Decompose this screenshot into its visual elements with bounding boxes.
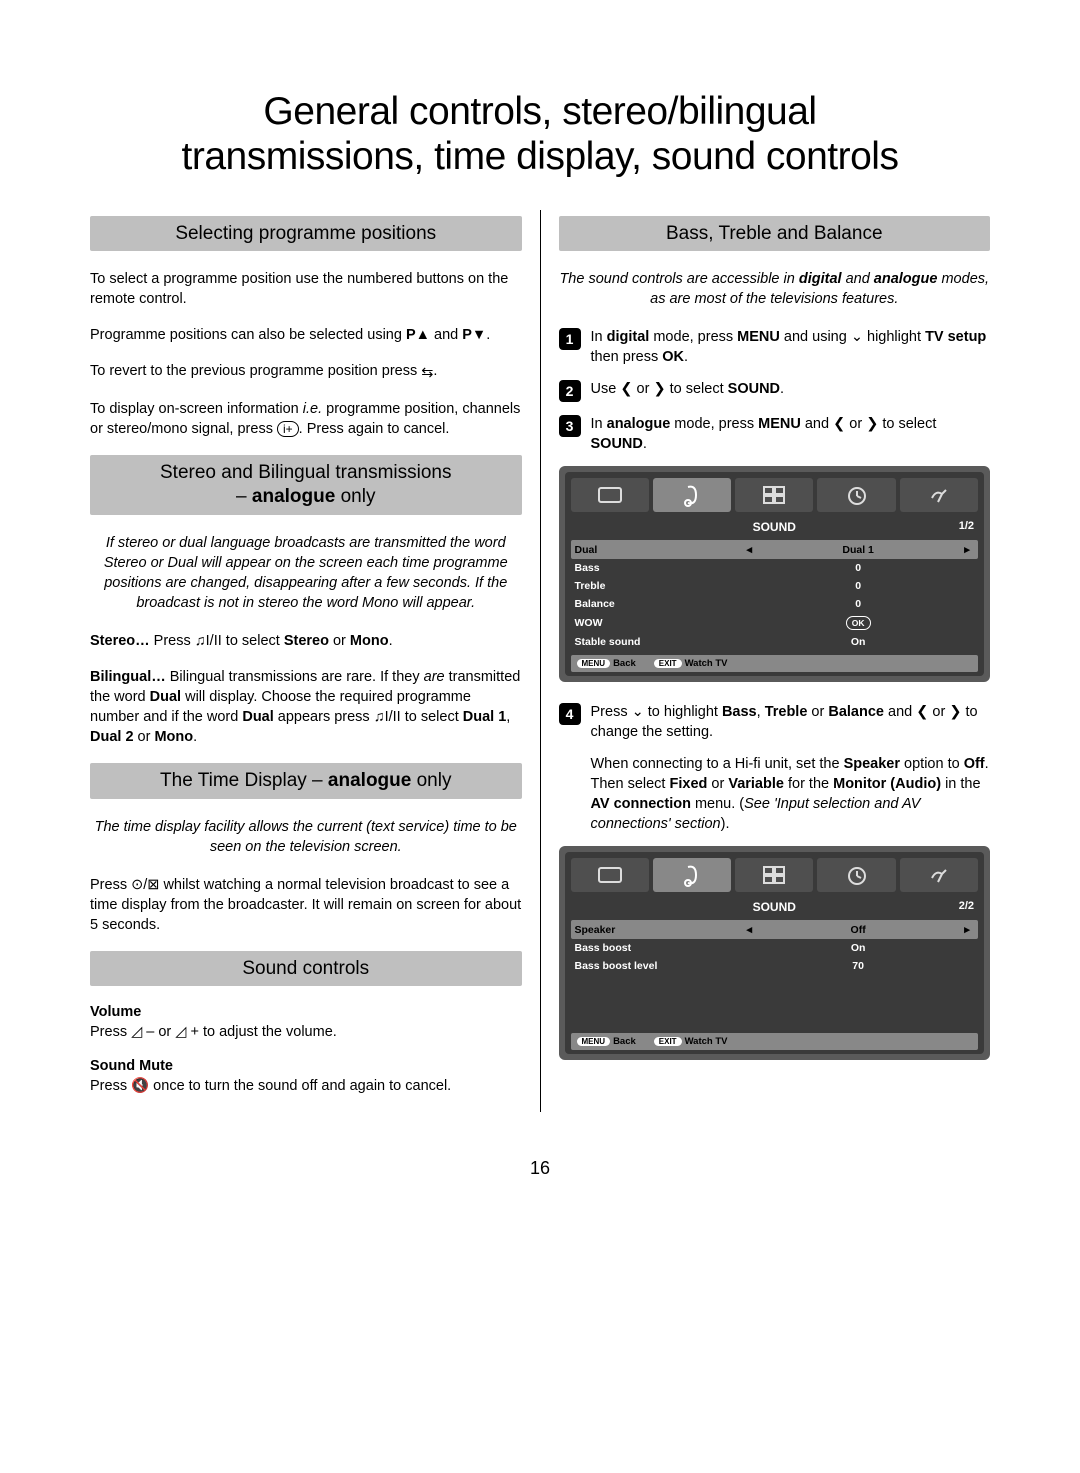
picture-tab-icon (571, 858, 649, 892)
osd-row: Speaker◂Off▸ (571, 920, 979, 939)
sound-tab-icon (653, 478, 731, 512)
vol-minus-icon: ◿ – (131, 1024, 154, 1040)
info-button-icon: i+ (277, 421, 299, 437)
exit-pill-icon: EXIT (654, 1037, 682, 1046)
teletext-clock-icon: ⊙/⊠ (131, 877, 159, 893)
osd-page-indicator: 1/2 (959, 520, 974, 532)
right-column: Bass, Treble and Balance The sound contr… (541, 210, 991, 1113)
left-arrow-icon: ❮ (620, 381, 632, 397)
osd-rows: Dual◂Dual 1▸Bass0Treble0Balance0WOWOKSta… (571, 540, 979, 651)
osd-row: WOWOK (571, 613, 979, 633)
vol-plus-icon: ◿ + (175, 1024, 199, 1040)
audio-mode-icon: ♫I/II (195, 633, 222, 649)
osd-row: Bass boostOn (571, 939, 979, 957)
stereo-intro: If stereo or dual language broadcasts ar… (90, 533, 522, 613)
osd-row: Balance0 (571, 595, 979, 613)
osd-row: Bass boost level70 (571, 957, 979, 975)
osd-title: SOUND 1/2 (571, 516, 979, 540)
step-number-icon: 2 (559, 380, 581, 402)
osd-page-indicator: 2/2 (959, 900, 974, 912)
right-arrow-icon: ❯ (949, 704, 961, 720)
two-column-layout: Selecting programme positions To select … (90, 210, 990, 1113)
selecting-p2: Programme positions can also be selected… (90, 325, 522, 345)
mute-subhead: Sound Mute (90, 1058, 522, 1074)
section-sound-controls-heading: Sound controls (90, 951, 522, 987)
step-2: 2 Use ❮ or ❯ to select SOUND. (559, 379, 991, 402)
right-arrow-icon: ❯ (866, 416, 878, 432)
manual-page: General controls, stereo/bilingual trans… (0, 0, 1080, 1219)
step-3: 3 In analogue mode, press MENU and ❮ or … (559, 414, 991, 454)
selecting-p1: To select a programme position use the n… (90, 269, 522, 309)
osd-tabs (571, 858, 979, 892)
menu-pill-icon: MENU (577, 659, 611, 668)
timer-tab-icon (817, 478, 895, 512)
mute-icon: 🔇 (131, 1078, 149, 1094)
bass-intro: The sound controls are accessible in dig… (559, 269, 991, 309)
timer-tab-icon (817, 858, 895, 892)
audio-mode-icon: ♫I/II (374, 709, 401, 725)
section-time-heading: The Time Display – analogue only (90, 763, 522, 799)
osd-row: Stable soundOn (571, 633, 979, 651)
title-line-1: General controls, stereo/bilingual (263, 90, 816, 133)
selecting-p3: To revert to the previous programme posi… (90, 361, 522, 383)
osd-row: Treble0 (571, 577, 979, 595)
left-arrow-icon: ❮ (916, 704, 928, 720)
osd-sound-menu-2: SOUND 2/2 Speaker◂Off▸Bass boostOnBass b… (559, 846, 991, 1060)
picture-tab-icon (571, 478, 649, 512)
volume-line: Press ◿ – or ◿ + to adjust the volume. (90, 1022, 522, 1042)
time-p1: Press ⊙/⊠ whilst watching a normal telev… (90, 875, 522, 935)
setup-tab-icon (900, 478, 978, 512)
step-number-icon: 4 (559, 703, 581, 725)
time-intro: The time display facility allows the cur… (90, 817, 522, 857)
osd-title: SOUND 2/2 (571, 896, 979, 920)
menu-pill-icon: MENU (577, 1037, 611, 1046)
osd-rows: Speaker◂Off▸Bass boostOnBass boost level… (571, 920, 979, 975)
osd-tabs (571, 478, 979, 512)
exit-pill-icon: EXIT (654, 659, 682, 668)
left-column: Selecting programme positions To select … (90, 210, 541, 1113)
osd-row: Dual◂Dual 1▸ (571, 540, 979, 559)
step-1: 1 In digital mode, press MENU and using … (559, 327, 991, 367)
osd-row: Bass0 (571, 559, 979, 577)
stereo-line: Stereo… Press ♫I/II to select Stereo or … (90, 631, 522, 651)
osd-footer: MENUBack EXITWatch TV (571, 655, 979, 672)
section-selecting-heading: Selecting programme positions (90, 216, 522, 252)
osd-footer: MENUBack EXITWatch TV (571, 1033, 979, 1050)
p-down-label: P▼ (462, 327, 486, 343)
volume-subhead: Volume (90, 1004, 522, 1020)
step-4: 4 Press ⌄ to highlight Bass, Treble or B… (559, 702, 991, 834)
swap-icon: ⇆ (421, 363, 433, 383)
title-line-2: transmissions, time display, sound contr… (182, 135, 899, 178)
right-arrow-icon: ❯ (653, 381, 665, 397)
down-arrow-icon: ⌄ (632, 704, 644, 720)
step-number-icon: 3 (559, 415, 581, 437)
left-arrow-icon: ❮ (833, 416, 845, 432)
feature-tab-icon (735, 478, 813, 512)
page-number: 16 (90, 1158, 990, 1179)
section-bass-heading: Bass, Treble and Balance (559, 216, 991, 252)
sound-tab-icon (653, 858, 731, 892)
feature-tab-icon (735, 858, 813, 892)
page-title: General controls, stereo/bilingual trans… (90, 90, 990, 180)
osd-sound-menu-1: SOUND 1/2 Dual◂Dual 1▸Bass0Treble0Balanc… (559, 466, 991, 682)
section-stereo-heading: Stereo and Bilingual transmissions – ana… (90, 455, 522, 515)
down-arrow-icon: ⌄ (851, 329, 863, 345)
setup-tab-icon (900, 858, 978, 892)
selecting-p4: To display on-screen information i.e. pr… (90, 399, 522, 439)
bilingual-line: Bilingual… Bilingual transmissions are r… (90, 667, 522, 747)
p-up-label: P▲ (406, 327, 430, 343)
mute-line: Press 🔇 once to turn the sound off and a… (90, 1076, 522, 1096)
step-number-icon: 1 (559, 328, 581, 350)
